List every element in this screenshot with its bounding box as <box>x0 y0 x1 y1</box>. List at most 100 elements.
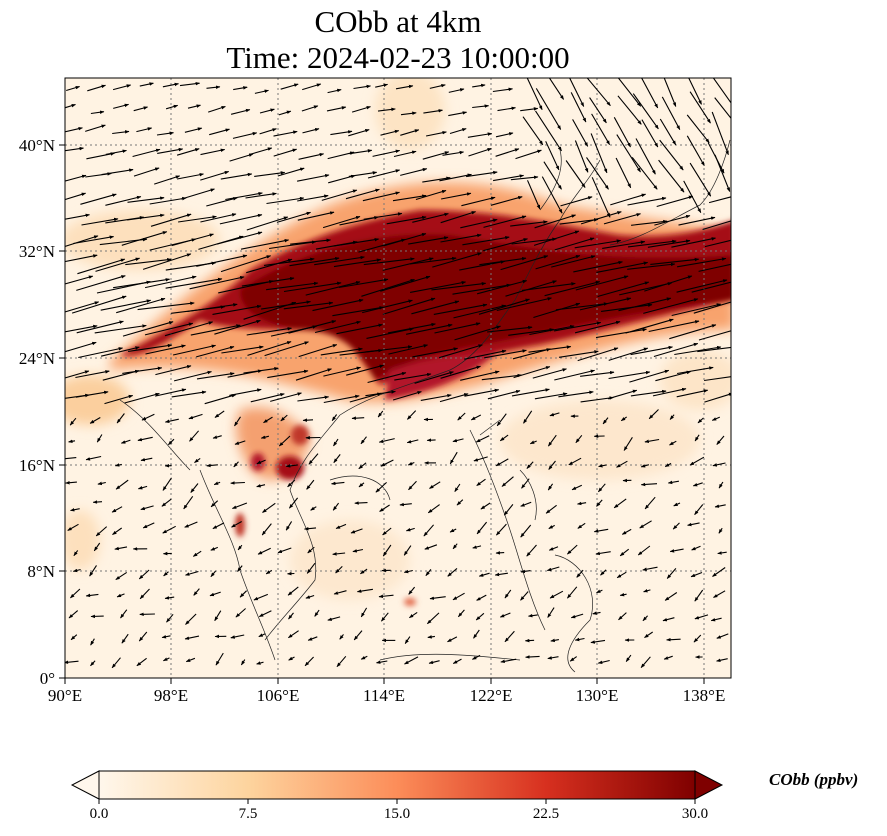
wind-arrow <box>164 418 179 423</box>
wind-arrow <box>473 456 488 462</box>
wind-arrow <box>254 171 286 177</box>
x-tick-label: 122°E <box>470 686 513 705</box>
wind-arrow <box>415 189 447 201</box>
wind-arrow <box>380 129 400 136</box>
wind-arrow <box>432 252 482 268</box>
wind-arrow <box>214 610 222 622</box>
y-tick-marks <box>59 144 65 679</box>
wind-arrow <box>449 451 458 465</box>
y-tick-label: 16°N <box>19 456 55 475</box>
wind-arrow <box>631 219 668 226</box>
wind-arrow <box>333 590 347 595</box>
wind-arrow <box>162 477 172 491</box>
wind-arrow <box>438 344 483 359</box>
wind-arrow <box>487 389 521 400</box>
colorbar-tick-label: 30.0 <box>681 806 709 822</box>
wind-arrow <box>349 149 373 155</box>
wind-arrow <box>478 298 530 315</box>
wind-arrow <box>65 370 90 379</box>
wind-arrow <box>297 211 335 221</box>
wind-arrow <box>104 394 134 405</box>
wind-arrow <box>642 566 658 571</box>
x-tick-label: 130°E <box>576 686 619 705</box>
wind-arrow <box>348 129 370 137</box>
wind-arrow <box>453 304 507 319</box>
wind-arrow <box>669 548 684 553</box>
wind-arrow <box>493 174 525 182</box>
wind-arrow <box>377 107 396 112</box>
wind-arrow <box>543 161 562 190</box>
wind-arrow <box>618 612 627 621</box>
wind-arrow <box>523 410 533 424</box>
wind-arrow <box>263 257 315 266</box>
wind-arrow <box>348 171 378 177</box>
wind-arrow <box>643 298 699 314</box>
wind-arrow <box>666 637 681 642</box>
wind-arrow <box>429 596 446 600</box>
wind-arrow <box>263 416 273 424</box>
wind-arrow <box>501 476 514 487</box>
wind-arrow <box>497 106 516 112</box>
wind-arrow <box>470 414 482 421</box>
wind-arrow <box>525 655 540 659</box>
wind-arrow <box>716 435 725 445</box>
colorbar-tick-label: 15.0 <box>383 806 411 822</box>
wind-arrow <box>280 83 299 90</box>
wind-arrow <box>406 410 417 420</box>
wind-arrow <box>466 170 498 178</box>
wind-arrow <box>392 391 422 401</box>
wind-arrow <box>335 566 343 574</box>
wind-arrow <box>495 458 509 467</box>
wind-arrow <box>590 639 606 644</box>
wind-arrow <box>590 133 608 174</box>
wind-arrow <box>558 350 599 358</box>
wind-arrow <box>399 502 412 507</box>
wind-arrow <box>608 347 649 361</box>
wind-arrow <box>185 657 196 663</box>
wind-arrow <box>206 463 218 468</box>
wind-arrow <box>405 527 415 532</box>
wind-arrow <box>601 303 653 312</box>
wind-arrow <box>526 544 537 557</box>
wind-arrow <box>295 368 332 381</box>
wind-arrow <box>387 322 436 334</box>
wind-arrow <box>97 481 106 486</box>
wind-arrow <box>254 89 269 94</box>
wind-arrow <box>233 86 248 91</box>
wind-arrow <box>287 586 299 596</box>
wind-arrow <box>209 128 230 136</box>
wind-arrow <box>663 655 673 660</box>
wind-arrow <box>388 344 429 355</box>
wind-arrow <box>168 438 175 446</box>
wind-arrow <box>247 341 292 356</box>
colorbar-extend-max <box>694 770 724 800</box>
wind-arrow <box>210 546 219 551</box>
wind-arrow <box>697 346 731 353</box>
wind-arrow <box>323 366 362 377</box>
wind-arrow <box>452 283 512 295</box>
wind-arrow <box>351 106 371 113</box>
wind-arrow <box>287 479 296 488</box>
wind-arrow <box>307 546 315 554</box>
wind-arrow <box>545 141 560 171</box>
wind-arrow <box>360 568 368 575</box>
wind-arrow <box>690 571 703 578</box>
wind-arrow <box>85 593 99 598</box>
wind-arrow <box>704 376 731 382</box>
wind-arrow <box>662 617 675 622</box>
x-tick-label: 114°E <box>363 686 405 705</box>
wind-arrow <box>520 501 532 507</box>
wind-arrow <box>431 282 487 291</box>
wind-arrow <box>137 301 195 311</box>
wind-arrow <box>85 455 102 461</box>
wind-arrow <box>192 550 202 557</box>
wind-arrow <box>694 504 704 515</box>
wind-arrow <box>233 461 239 468</box>
wind-arrow <box>475 435 490 443</box>
colorbar-tick-label: 7.5 <box>238 806 258 822</box>
wind-arrow <box>185 570 199 576</box>
wind-arrow <box>261 523 272 536</box>
wind-arrow <box>414 371 454 384</box>
wind-arrow <box>187 303 238 313</box>
wind-arrow <box>308 453 319 465</box>
